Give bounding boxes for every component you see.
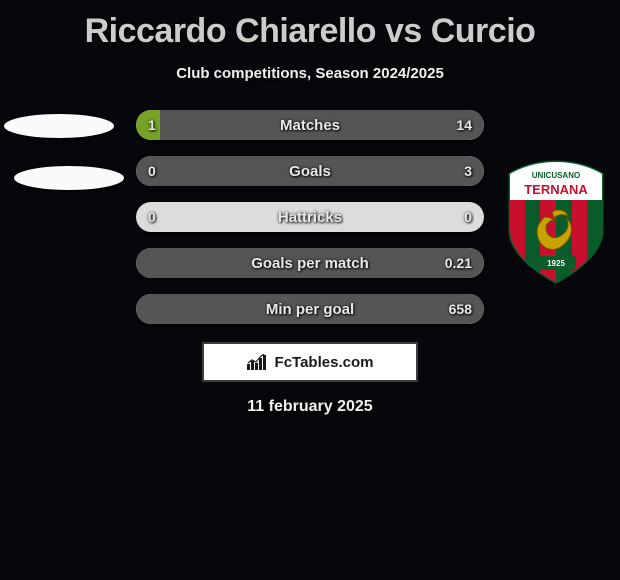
stat-row: 00Hattricks: [136, 202, 484, 232]
stat-row: 03Goals: [136, 156, 484, 186]
stat-label: Hattricks: [136, 202, 484, 232]
club-crest-ternana: UNICUSANO TERNANA 1925: [506, 160, 606, 286]
crest-main-text: TERNANA: [524, 182, 588, 197]
page-title: Riccardo Chiarello vs Curcio: [0, 0, 620, 51]
player-shape-left-1: [4, 114, 114, 138]
branding-text: FcTables.com: [275, 354, 374, 371]
stats-bars: 114Matches 03Goals 00Hattricks 0.21Goals pe…: [136, 110, 484, 324]
branding-box: FcTables.com: [202, 342, 418, 382]
bar-chart-icon: [247, 354, 269, 370]
stat-row: 114Matches: [136, 110, 484, 140]
subtitle: Club competitions, Season 2024/2025: [0, 65, 620, 82]
crest-top-text: UNICUSANO: [532, 171, 580, 180]
stat-row: 0.21Goals per match: [136, 248, 484, 278]
comparison-content: UNICUSANO TERNANA 1925 114Matches 03Goals…: [0, 110, 620, 416]
stat-row: 658Min per goal: [136, 294, 484, 324]
stat-label: Goals: [136, 156, 484, 186]
stat-label: Goals per match: [136, 248, 484, 278]
player-shape-left-2: [14, 166, 124, 190]
stat-label: Min per goal: [136, 294, 484, 324]
crest-year: 1925: [547, 259, 565, 268]
stat-label: Matches: [136, 110, 484, 140]
comparison-date: 11 february 2025: [0, 398, 620, 416]
